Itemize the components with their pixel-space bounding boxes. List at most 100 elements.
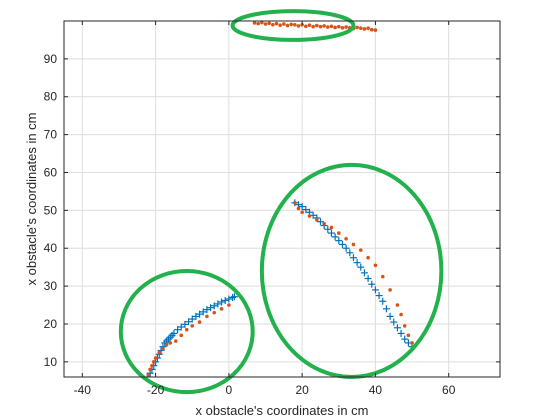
data-point-dot — [289, 22, 293, 27]
data-point-plus — [357, 263, 365, 271]
data-point-dot — [267, 21, 271, 26]
data-point-dot — [336, 24, 341, 29]
data-point-dot — [362, 27, 367, 31]
y-tick-label: 50 — [44, 203, 58, 217]
data-point-plus — [364, 275, 372, 283]
highlight-ellipse — [118, 268, 255, 395]
data-point-plus — [324, 225, 332, 233]
data-point-dot — [351, 242, 356, 247]
data-point-plus — [382, 305, 390, 313]
data-point-plus — [331, 233, 339, 241]
data-point-plus — [379, 297, 387, 305]
x-tick-label: 0 — [226, 383, 233, 397]
y-tick-label: 80 — [44, 90, 58, 104]
x-tick-label: -20 — [147, 383, 165, 397]
data-point-dot — [282, 22, 286, 26]
data-point-dot — [278, 23, 282, 27]
data-point-dot — [296, 206, 301, 211]
data-point-dot — [322, 24, 326, 28]
data-point-plus — [302, 206, 310, 214]
y-tick-label: 30 — [44, 279, 58, 293]
data-point-plus — [157, 346, 165, 354]
x-tick-label: -40 — [74, 383, 92, 397]
data-point-dot — [164, 343, 169, 347]
data-point-dot — [296, 24, 301, 28]
data-point-plus — [316, 218, 324, 226]
data-point-dot — [252, 21, 257, 25]
data-point-dot — [369, 27, 374, 32]
data-point-dot — [395, 303, 400, 307]
y-tick-label: 60 — [44, 165, 58, 179]
data-point-dot — [406, 333, 411, 338]
data-point-dot — [358, 26, 363, 30]
data-point-plus — [174, 326, 182, 334]
data-point-dot — [402, 324, 407, 328]
data-point-dot — [263, 22, 268, 26]
data-point-dot — [271, 22, 275, 27]
data-point-dot — [300, 210, 304, 215]
data-point-dot — [336, 231, 341, 235]
y-tick-label: 70 — [44, 128, 58, 142]
data-point-dot — [329, 24, 334, 29]
data-point-plus — [203, 306, 211, 314]
data-point-plus — [335, 237, 343, 245]
data-point-dot — [366, 26, 370, 30]
data-point-dot — [333, 25, 337, 30]
data-point-dot — [380, 274, 385, 279]
data-point-plus — [338, 240, 346, 248]
data-point-plus — [185, 318, 193, 326]
data-point-plus — [225, 295, 233, 303]
data-point-dot — [307, 214, 312, 218]
data-point-dot — [399, 312, 403, 317]
y-tick-label: 90 — [44, 52, 58, 66]
y-tick-label: 20 — [44, 317, 58, 331]
data-point-dot — [358, 248, 363, 252]
data-point-plus — [360, 269, 368, 277]
data-point-dot — [366, 255, 370, 260]
data-point-dot — [219, 307, 224, 311]
data-point-dot — [190, 324, 195, 328]
data-point-dot — [212, 310, 217, 315]
data-point-dot — [293, 22, 297, 27]
plot-area-border — [63, 20, 501, 378]
data-point-dot — [274, 21, 279, 26]
data-point-plus — [327, 229, 335, 237]
x-tick-label: 40 — [369, 383, 383, 397]
data-point-dot — [340, 26, 345, 30]
data-point-plus — [397, 329, 405, 337]
data-point-dot — [205, 314, 209, 319]
data-point-dot — [304, 24, 308, 29]
series-layer — [146, 20, 416, 377]
data-point-plus — [390, 318, 398, 326]
data-point-plus — [214, 300, 222, 308]
data-point-plus — [353, 259, 361, 267]
data-point-dot — [329, 225, 334, 230]
data-point-dot — [173, 339, 178, 343]
data-point-dot — [318, 24, 323, 29]
data-point-dot — [150, 363, 154, 368]
data-point-plus — [375, 292, 383, 300]
data-point-dot — [153, 356, 158, 360]
data-point-dot — [373, 28, 378, 32]
data-point-plus — [207, 304, 215, 312]
data-point-plus — [177, 323, 185, 331]
data-point-plus — [386, 312, 394, 320]
y-tick-label: 10 — [44, 355, 58, 369]
data-point-dot — [315, 218, 319, 222]
data-point-dot — [293, 200, 297, 205]
data-point-plus — [393, 324, 401, 332]
data-point-dot — [161, 346, 165, 351]
data-point-plus — [401, 335, 409, 343]
ticks: -40 -20 0 20 40 60 10 20 30 40 50 60 70 80 90 — [44, 21, 500, 397]
data-point-plus — [230, 293, 238, 301]
data-point-plus — [221, 296, 229, 304]
data-point-dot — [148, 367, 152, 372]
data-point-plus — [368, 280, 376, 288]
data-point-dot — [373, 263, 378, 268]
plot-area-background — [64, 21, 500, 377]
data-point-plus — [192, 312, 200, 320]
data-point-dot — [325, 25, 330, 29]
data-point-dot — [168, 341, 173, 345]
data-point-dot — [151, 360, 156, 364]
